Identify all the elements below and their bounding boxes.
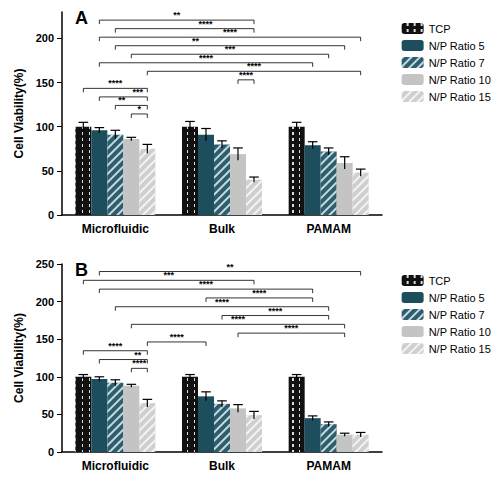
svg-text:200: 200 [36, 296, 54, 308]
svg-text:*: * [138, 104, 142, 114]
svg-text:Bulk: Bulk [209, 222, 235, 236]
svg-text:****: **** [268, 306, 283, 316]
svg-text:200: 200 [36, 32, 54, 44]
svg-text:TCP: TCP [429, 275, 451, 287]
svg-text:150: 150 [36, 333, 54, 345]
svg-text:Cell Viability(%): Cell Viability(%) [12, 69, 26, 159]
svg-text:****: **** [223, 27, 238, 37]
svg-text:****: **** [252, 288, 267, 298]
svg-text:100: 100 [36, 121, 54, 133]
svg-text:**: ** [173, 10, 181, 20]
svg-text:A: A [75, 8, 88, 28]
svg-text:Microfluidic: Microfluidic [82, 222, 150, 236]
svg-text:TCP: TCP [429, 23, 451, 35]
svg-text:N/P Ratio 5: N/P Ratio 5 [429, 292, 485, 304]
svg-text:N/P Ratio 5: N/P Ratio 5 [429, 40, 485, 52]
svg-text:Microfluidic: Microfluidic [82, 459, 150, 473]
svg-text:N/P Ratio 7: N/P Ratio 7 [429, 309, 485, 321]
svg-text:N/P Ratio 10: N/P Ratio 10 [429, 326, 491, 338]
svg-text:N/P Ratio 15: N/P Ratio 15 [429, 343, 491, 355]
svg-text:50: 50 [42, 408, 54, 420]
svg-text:****: **** [199, 279, 214, 289]
svg-text:****: **** [132, 358, 147, 368]
svg-text:B: B [75, 260, 88, 280]
svg-text:N/P Ratio 15: N/P Ratio 15 [429, 91, 491, 103]
svg-text:****: **** [215, 297, 230, 307]
svg-text:****: **** [231, 314, 246, 324]
svg-text:Cell Viability(%): Cell Viability(%) [12, 313, 26, 403]
svg-text:50: 50 [42, 165, 54, 177]
svg-text:***: *** [163, 270, 174, 280]
svg-text:****: **** [284, 323, 299, 333]
svg-text:N/P Ratio 7: N/P Ratio 7 [429, 57, 485, 69]
svg-text:***: *** [225, 44, 236, 54]
svg-text:**: ** [118, 95, 126, 105]
svg-text:***: *** [132, 87, 143, 97]
svg-text:****: **** [198, 19, 213, 29]
svg-text:****: **** [199, 53, 214, 63]
svg-text:N/P Ratio 10: N/P Ratio 10 [429, 74, 491, 86]
svg-text:PAMAM: PAMAM [306, 459, 350, 473]
svg-text:150: 150 [36, 77, 54, 89]
svg-text:Bulk: Bulk [209, 459, 235, 473]
svg-text:**: ** [226, 262, 234, 272]
svg-text:100: 100 [36, 371, 54, 383]
svg-text:****: **** [108, 341, 123, 351]
svg-text:****: **** [239, 70, 254, 80]
svg-text:0: 0 [48, 446, 54, 458]
svg-text:0: 0 [48, 209, 54, 221]
svg-text:PAMAM: PAMAM [306, 222, 350, 236]
svg-text:****: **** [108, 78, 123, 88]
svg-text:****: **** [170, 332, 185, 342]
svg-text:250: 250 [36, 258, 54, 270]
svg-text:**: ** [192, 36, 200, 46]
